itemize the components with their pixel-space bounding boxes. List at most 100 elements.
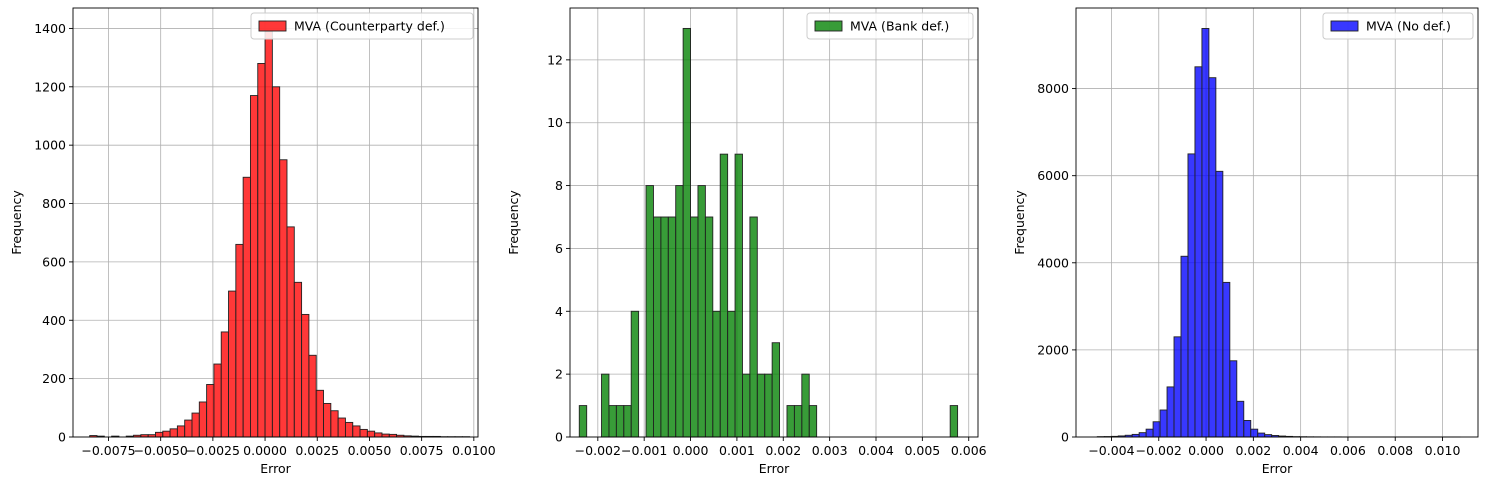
bars — [89, 30, 471, 438]
histogram-bar — [264, 30, 273, 438]
histogram-bar — [1250, 428, 1259, 438]
histogram-bar — [712, 310, 721, 438]
histogram-bar — [184, 419, 193, 438]
y-tick-label: 8 — [555, 178, 563, 193]
x-tick-label: −0.0025 — [186, 443, 240, 458]
x-axis-label: Error — [260, 461, 291, 476]
histogram-bar — [801, 373, 810, 438]
histogram-bar — [675, 185, 684, 438]
histogram-bar — [615, 405, 625, 438]
histogram-bank-default: −0.002 −0.001 0.000 0.001 0.002 0.003 0.004 0.0… — [506, 7, 987, 476]
grid — [1076, 8, 1478, 438]
histogram-bar — [1166, 386, 1175, 438]
histogram-bar — [1173, 336, 1182, 438]
legend: MVA (Bank def.) — [806, 12, 974, 40]
histogram-bar — [949, 405, 959, 438]
y-tick-label: 200 — [42, 371, 66, 386]
y-tick-label: 1400 — [34, 21, 66, 36]
y-tick-label: 8000 — [1037, 81, 1069, 96]
y-tick-label: 600 — [42, 254, 66, 269]
x-tick-label: −0.004 — [1088, 443, 1134, 458]
legend-label: MVA (Counterparty def.) — [294, 19, 445, 34]
histogram-bar — [1208, 77, 1217, 438]
y-tick-label: 4 — [555, 304, 563, 319]
legend: MVA (Counterparty def.) — [250, 12, 474, 40]
histogram-bar — [1215, 170, 1224, 438]
histogram-bar — [352, 425, 361, 438]
histogram-bar — [786, 405, 795, 438]
x-axis-label: Error — [759, 461, 790, 476]
x-tick-label: 0.003 — [812, 443, 848, 458]
histogram-bar — [1180, 255, 1189, 438]
y-tick-label: 0 — [58, 430, 66, 445]
histogram-bar — [279, 159, 288, 438]
x-tick-label: 0.0000 — [243, 443, 287, 458]
x-tick-label: −0.002 — [575, 443, 621, 458]
x-tick-label: 0.008 — [1377, 443, 1413, 458]
histogram-bar — [1243, 419, 1252, 438]
histogram-bar — [771, 342, 781, 438]
histogram-bar — [366, 430, 376, 438]
histogram-bar — [1152, 421, 1161, 438]
histogram-bar — [645, 185, 654, 438]
histogram-no-default: −0.004 −0.002 0.000 0.002 0.004 0.006 0.008 0.0… — [1012, 7, 1479, 476]
x-tick-label: 0.000 — [1188, 443, 1224, 458]
x-tick-label: 0.002 — [765, 443, 801, 458]
histogram-bar — [808, 405, 818, 438]
y-tick-label: 0 — [1061, 430, 1069, 445]
histogram-bar — [601, 373, 610, 438]
histogram-bar — [301, 313, 310, 438]
x-tick-label: −0.002 — [1136, 443, 1182, 458]
x-tick-label: 0.010 — [1425, 443, 1461, 458]
legend: MVA (No def.) — [1322, 12, 1474, 40]
x-tick-label: −0.0075 — [81, 443, 135, 458]
histogram-bar — [623, 405, 632, 438]
x-tick-label: 0.002 — [1235, 443, 1271, 458]
x-tick-label: 0.006 — [951, 443, 987, 458]
y-tick-label: 0 — [555, 430, 563, 445]
legend-box — [250, 12, 474, 40]
histogram-bar — [697, 185, 706, 438]
histogram-bar — [344, 421, 354, 438]
histogram-bar — [793, 405, 803, 438]
histogram-bar — [220, 331, 229, 438]
x-tick-label: −0.001 — [621, 443, 667, 458]
histogram-bar — [630, 310, 640, 438]
legend-label: MVA (No def.) — [1366, 19, 1451, 34]
histogram-bar — [228, 290, 237, 438]
y-tick-label: 6000 — [1037, 168, 1069, 183]
x-tick-label: 0.000 — [673, 443, 709, 458]
histogram-bar — [169, 428, 178, 438]
histogram-bar — [176, 425, 186, 438]
histogram-bar — [690, 216, 699, 438]
histogram-bar — [308, 354, 317, 438]
histogram-bar — [293, 281, 303, 438]
histogram-bar — [660, 216, 669, 438]
x-tick-label: 0.001 — [719, 443, 755, 458]
histogram-bar — [1145, 428, 1154, 438]
y-tick-label: 2000 — [1037, 342, 1069, 357]
plot-frame — [72, 7, 479, 438]
bars — [1096, 28, 1461, 438]
histogram-bar — [374, 432, 383, 438]
histogram-bar — [719, 153, 729, 438]
histogram-bar — [742, 373, 751, 438]
histogram-bar — [1222, 281, 1231, 438]
y-tick-label: 2 — [555, 367, 563, 382]
x-tick-label: 0.0050 — [348, 443, 392, 458]
y-tick-label: 4000 — [1037, 255, 1069, 270]
histogram-bar — [764, 373, 773, 438]
legend-label: MVA (Bank def.) — [850, 19, 949, 34]
histogram-bar — [249, 95, 259, 438]
histogram-bar — [257, 62, 266, 438]
y-axis-label: Frequency — [506, 190, 521, 255]
y-tick-label: 400 — [42, 313, 66, 328]
histogram-bar — [756, 373, 766, 438]
histogram-bar — [286, 226, 295, 438]
x-tick-label: 0.004 — [1283, 443, 1319, 458]
histogram-bar — [608, 405, 617, 438]
x-tick-label: −0.0050 — [134, 443, 188, 458]
histogram-bar — [1257, 432, 1266, 438]
histogram-bar — [242, 176, 251, 438]
